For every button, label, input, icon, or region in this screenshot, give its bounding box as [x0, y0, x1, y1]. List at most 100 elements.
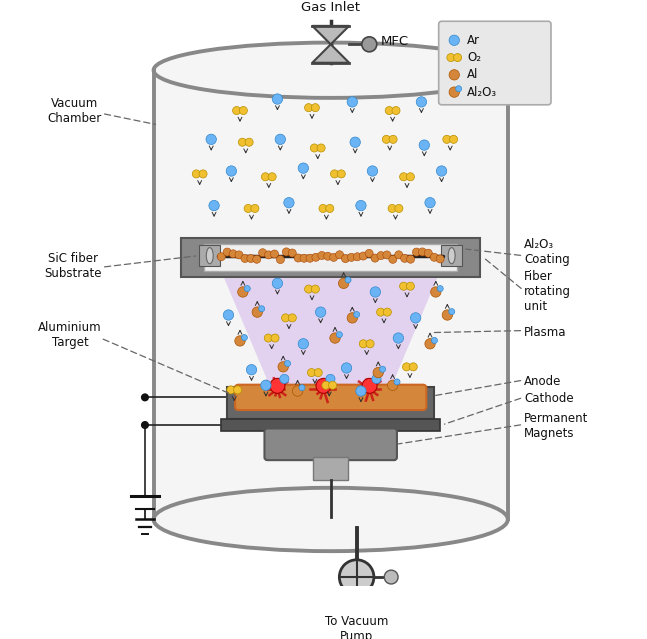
Circle shape	[455, 86, 462, 92]
Circle shape	[382, 135, 390, 143]
Circle shape	[276, 256, 285, 263]
Circle shape	[406, 255, 415, 263]
Ellipse shape	[448, 248, 455, 264]
Ellipse shape	[153, 43, 508, 98]
Circle shape	[388, 204, 396, 213]
Circle shape	[239, 107, 247, 114]
Circle shape	[247, 254, 255, 263]
Text: Cathode: Cathode	[524, 392, 573, 405]
Circle shape	[241, 254, 249, 263]
Circle shape	[265, 251, 272, 259]
Circle shape	[318, 252, 326, 259]
Text: Vacuum
Chamber: Vacuum Chamber	[48, 96, 102, 125]
Circle shape	[342, 254, 349, 263]
Circle shape	[347, 253, 355, 261]
Circle shape	[307, 369, 316, 376]
Text: Gas Inlet: Gas Inlet	[302, 1, 360, 14]
Circle shape	[289, 314, 296, 322]
Circle shape	[402, 363, 411, 371]
Circle shape	[311, 144, 318, 152]
Circle shape	[282, 248, 291, 256]
Circle shape	[359, 340, 367, 348]
Circle shape	[264, 334, 272, 342]
Circle shape	[229, 250, 237, 258]
Polygon shape	[313, 26, 349, 63]
Circle shape	[141, 394, 149, 401]
Bar	[181, 238, 481, 277]
Circle shape	[300, 254, 308, 262]
Circle shape	[261, 173, 269, 181]
Circle shape	[252, 307, 263, 318]
Circle shape	[226, 166, 237, 176]
Circle shape	[383, 251, 391, 259]
Circle shape	[356, 386, 366, 396]
Circle shape	[247, 364, 257, 375]
Circle shape	[306, 254, 314, 262]
Circle shape	[388, 380, 398, 390]
Circle shape	[383, 308, 391, 316]
Text: SiC fiber
Substrate: SiC fiber Substrate	[44, 252, 102, 280]
Circle shape	[330, 333, 340, 343]
Circle shape	[419, 140, 430, 150]
Circle shape	[209, 201, 219, 211]
FancyBboxPatch shape	[265, 429, 397, 460]
Circle shape	[223, 248, 231, 256]
Circle shape	[359, 252, 367, 260]
Circle shape	[199, 170, 207, 178]
Bar	[441, 245, 462, 266]
Bar	[313, 458, 348, 481]
Bar	[199, 245, 220, 266]
Circle shape	[449, 87, 459, 97]
Circle shape	[392, 107, 400, 114]
Circle shape	[141, 421, 149, 429]
Circle shape	[449, 70, 459, 80]
Circle shape	[400, 254, 409, 263]
Circle shape	[298, 339, 309, 349]
Circle shape	[241, 335, 247, 341]
Circle shape	[316, 307, 326, 318]
Circle shape	[345, 277, 351, 283]
Circle shape	[395, 204, 403, 213]
Ellipse shape	[206, 248, 214, 264]
Circle shape	[424, 249, 432, 258]
Circle shape	[380, 366, 386, 373]
Text: Anode: Anode	[524, 374, 562, 388]
Circle shape	[406, 173, 415, 181]
Circle shape	[339, 560, 374, 594]
Text: Al: Al	[467, 68, 478, 81]
Circle shape	[400, 282, 408, 290]
Circle shape	[278, 362, 289, 372]
Text: Al₂O₃: Al₂O₃	[467, 86, 497, 98]
Circle shape	[271, 334, 279, 342]
Circle shape	[305, 104, 313, 112]
Circle shape	[312, 253, 320, 261]
Circle shape	[432, 337, 437, 343]
Circle shape	[449, 35, 459, 45]
Circle shape	[259, 249, 267, 257]
Circle shape	[322, 381, 330, 389]
Circle shape	[347, 96, 358, 107]
Bar	[204, 243, 457, 271]
Text: Ar: Ar	[467, 34, 480, 47]
Circle shape	[400, 173, 408, 181]
Circle shape	[447, 54, 455, 61]
Circle shape	[371, 254, 379, 262]
Circle shape	[384, 570, 398, 584]
Circle shape	[370, 287, 380, 297]
Circle shape	[377, 308, 385, 316]
Circle shape	[356, 201, 366, 211]
Circle shape	[389, 256, 397, 263]
Circle shape	[362, 378, 377, 394]
Circle shape	[366, 340, 374, 348]
Circle shape	[393, 333, 404, 343]
Circle shape	[337, 170, 345, 178]
Circle shape	[436, 255, 444, 263]
Text: To Vacuum
Pump: To Vacuum Pump	[325, 615, 388, 639]
Circle shape	[253, 255, 261, 263]
Circle shape	[245, 138, 253, 146]
Text: MFC: MFC	[381, 35, 409, 48]
Circle shape	[336, 250, 344, 259]
Circle shape	[443, 135, 451, 143]
Text: Fiber
rotating
unit: Fiber rotating unit	[524, 270, 571, 314]
Circle shape	[372, 374, 381, 383]
